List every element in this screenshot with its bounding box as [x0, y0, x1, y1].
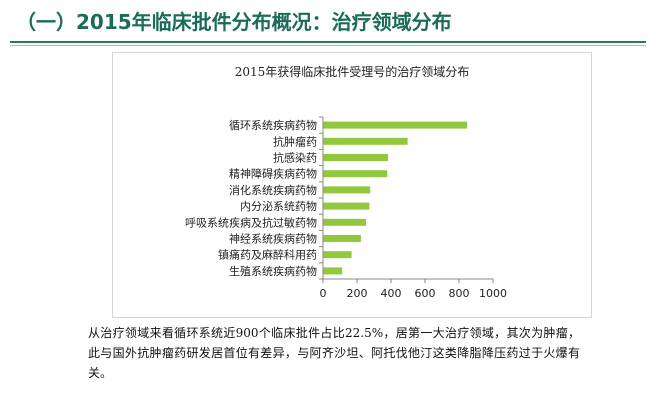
x-tick-label-3: 600 — [415, 287, 436, 300]
category-label-6: 呼吸系统疾病及抗过敏药物 — [185, 215, 317, 229]
x-tick-label-0: 0 — [320, 287, 327, 300]
bar-0 — [323, 121, 468, 129]
bar-7 — [323, 235, 361, 242]
bar-5 — [323, 202, 370, 210]
slide-title: （一）2015年临床批件分布概况：治疗领域分布 — [16, 10, 452, 34]
bar-9 — [323, 267, 343, 275]
category-label-4: 消化系统疾病药物 — [229, 183, 317, 197]
category-label-1: 抗肿瘤药 — [273, 134, 317, 148]
bar-8 — [323, 251, 352, 259]
category-label-0: 循环系统疾病药物 — [229, 118, 317, 132]
bar-chart: 循环系统疾病药物抗肿瘤药抗感染药精神障碍疾病药物消化系统疾病药物内分泌系统药物呼… — [185, 116, 507, 300]
category-label-7: 神经系统疾病药物 — [229, 232, 317, 246]
bar-2 — [323, 154, 389, 161]
category-label-8: 镇痛药及麻醉科用药 — [218, 248, 317, 262]
bar-4 — [323, 186, 371, 194]
caption-text: 从治疗领域来看循环系统近900个临床批件占比22.5%，居第一大治疗领域，其次为… — [88, 326, 580, 380]
x-tick-label-1: 200 — [347, 287, 368, 300]
bar-6 — [323, 218, 366, 226]
category-label-9: 生殖系统疾病药物 — [229, 264, 317, 278]
title-divider-thin — [10, 45, 646, 46]
bar-3 — [323, 170, 388, 178]
category-label-2: 抗感染药 — [273, 151, 317, 165]
bar-1 — [323, 137, 408, 145]
chart-title: 2015年获得临床批件受理号的治疗领域分布 — [234, 65, 470, 79]
title-divider — [10, 41, 646, 43]
category-label-5: 内分泌系统药物 — [240, 199, 317, 213]
x-tick-label-5: 1000 — [479, 287, 507, 300]
x-tick-label-2: 400 — [381, 287, 402, 300]
x-tick-label-4: 800 — [449, 287, 470, 300]
category-label-3: 精神障碍疾病药物 — [229, 167, 317, 181]
chart-container: 2015年获得临床批件受理号的治疗领域分布 循环系统疾病药物抗肿瘤药抗感染药精神… — [112, 52, 592, 318]
